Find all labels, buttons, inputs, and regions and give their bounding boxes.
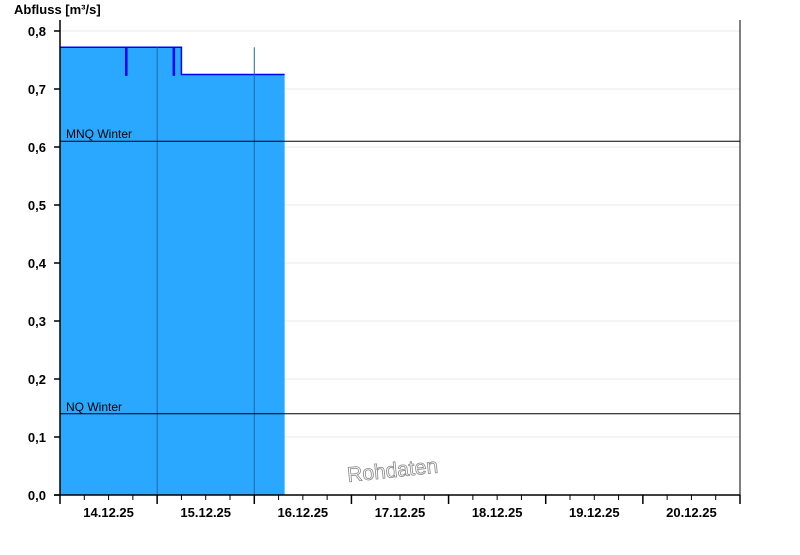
y-tick-label: 0,4 bbox=[28, 256, 47, 271]
y-tick-label: 0,2 bbox=[28, 372, 46, 387]
y-axis-label: Abfluss [m³/s] bbox=[14, 2, 101, 17]
y-tick-label: 0,1 bbox=[28, 430, 46, 445]
x-tick-label: 14.12.25 bbox=[83, 505, 134, 520]
x-tick-label: 15.12.25 bbox=[180, 505, 231, 520]
series-line bbox=[60, 46, 285, 76]
y-tick-label: 0,0 bbox=[28, 488, 46, 503]
y-tick-label: 0,6 bbox=[28, 140, 46, 155]
reference-line-label: NQ Winter bbox=[66, 400, 122, 414]
x-tick-label: 17.12.25 bbox=[375, 505, 426, 520]
y-tick-label: 0,5 bbox=[28, 198, 46, 213]
y-tick-label: 0,7 bbox=[28, 82, 46, 97]
y-tick-label: 0,8 bbox=[28, 24, 46, 39]
x-tick-label: 18.12.25 bbox=[472, 505, 523, 520]
series-area bbox=[60, 47, 285, 496]
y-tick-label: 0,3 bbox=[28, 314, 46, 329]
reference-line-label: MNQ Winter bbox=[66, 127, 132, 141]
x-tick-label: 16.12.25 bbox=[278, 505, 329, 520]
watermark: Rohdaten bbox=[346, 455, 439, 487]
x-tick-label: 19.12.25 bbox=[569, 505, 620, 520]
x-tick-label: 20.12.25 bbox=[666, 505, 717, 520]
